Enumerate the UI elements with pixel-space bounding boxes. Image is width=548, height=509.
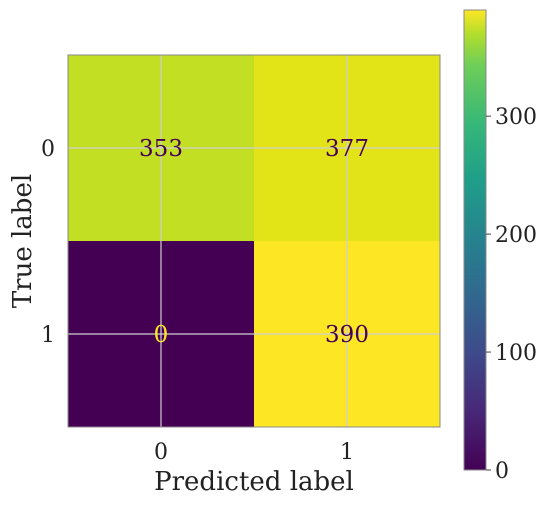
colorbar-tick-label-3: 300	[495, 105, 537, 130]
cell-label-r1-c1: 390	[325, 322, 369, 348]
x-tick-label-1: 1	[340, 440, 354, 465]
y-tick-label-1: 1	[41, 323, 55, 348]
colorbar-tick-label-0: 0	[495, 459, 509, 484]
plot-frame	[67, 54, 441, 428]
y-axis-label: True label	[8, 174, 38, 308]
colorbar-tick-label-2: 200	[495, 223, 537, 248]
cell-label-r1-c0: 0	[154, 322, 169, 348]
cell-value-labels: 353 377 0 390	[139, 136, 369, 348]
cell-label-r0-c0: 353	[139, 136, 183, 162]
colorbar	[463, 9, 487, 471]
colorbar-ticks: 0 100 200 300	[486, 105, 537, 484]
heatmap-cells	[68, 55, 440, 427]
gridlines	[68, 55, 440, 427]
y-axis-ticks: 01	[41, 137, 55, 348]
colorbar-tick-label-1: 100	[495, 341, 537, 366]
y-tick-label-0: 0	[41, 137, 55, 162]
cell-label-r0-c1: 377	[325, 136, 369, 162]
x-axis-label: Predicted label	[154, 467, 354, 497]
x-tick-label-0: 0	[154, 440, 168, 465]
